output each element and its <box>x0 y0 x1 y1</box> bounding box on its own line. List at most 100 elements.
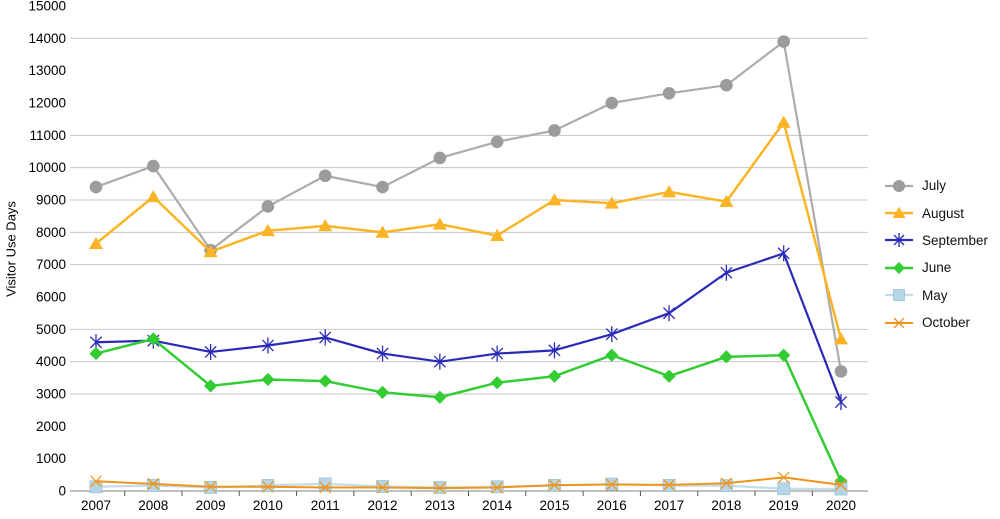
x-axis <box>70 490 868 496</box>
data-point <box>319 329 332 346</box>
x-marker-icon <box>885 317 913 329</box>
legend: July August September June May October <box>884 172 988 336</box>
legend-item-august: August <box>884 199 988 226</box>
data-point <box>375 385 390 399</box>
y-tick-label: 7000 <box>36 257 66 272</box>
x-tick-label-2012: 2012 <box>368 498 398 513</box>
data-point <box>490 228 505 241</box>
legend-item-may: May <box>884 282 988 309</box>
data-point <box>204 480 217 493</box>
y-tick-label: 6000 <box>36 290 66 305</box>
y-tick-label: 14000 <box>28 31 66 46</box>
data-point <box>490 376 504 390</box>
data-point <box>261 372 275 387</box>
x-tick-label-2019: 2019 <box>769 498 799 513</box>
data-point <box>376 481 389 494</box>
series-line-june <box>95 337 843 482</box>
data-point <box>719 479 733 493</box>
data-point <box>433 390 447 404</box>
data-point <box>433 482 446 495</box>
x-tick-label-2011: 2011 <box>311 498 340 513</box>
data-point <box>604 196 619 209</box>
data-point <box>720 264 733 281</box>
y-tick-label: 0 <box>58 484 66 499</box>
data-point <box>834 365 848 378</box>
legend-item-october: October <box>884 309 988 336</box>
y-tick-label: 3000 <box>36 387 66 402</box>
data-point <box>662 185 677 198</box>
y-tick-label: 15000 <box>28 0 66 14</box>
data-point <box>777 245 790 262</box>
diamond-marker-icon <box>885 261 913 274</box>
data-point <box>777 482 791 496</box>
square-marker-icon <box>885 289 913 302</box>
data-point <box>777 348 791 362</box>
legend-label: May <box>922 287 948 303</box>
x-tick-label-2018: 2018 <box>711 498 741 513</box>
x-tick-label-2015: 2015 <box>539 498 569 513</box>
y-tick-label: 11000 <box>29 128 66 143</box>
data-point <box>491 481 504 494</box>
data-point <box>835 478 847 491</box>
data-point <box>490 135 504 149</box>
legend-label: October <box>922 315 971 331</box>
x-tick-label-2016: 2016 <box>597 498 627 513</box>
data-point <box>375 225 390 238</box>
data-point <box>203 244 218 258</box>
x-axis-labels: 2007 2008 2009 2010 2011 2012 2013 2014 2015 2016… <box>81 498 856 513</box>
data-point <box>260 223 275 237</box>
x-tick-label-2007: 2007 <box>81 498 111 513</box>
y-axis-labels: 0 1000 2000 3000 4000 5000 6000 7000 8000 9000 100… <box>28 0 66 499</box>
data-point <box>89 236 103 250</box>
series-october <box>90 471 847 495</box>
data-point <box>147 477 160 490</box>
triangle-marker-icon <box>885 206 913 219</box>
series-june <box>89 332 848 488</box>
data-point <box>834 332 848 345</box>
y-tick-label: 12000 <box>28 96 66 111</box>
legend-label: July <box>922 178 947 194</box>
data-point <box>146 332 160 346</box>
data-point <box>261 200 275 213</box>
data-point <box>605 326 618 343</box>
data-point <box>261 480 274 493</box>
data-point <box>491 345 504 362</box>
data-point <box>90 475 102 488</box>
data-point <box>147 159 160 173</box>
data-point <box>89 480 103 494</box>
legend-label: August <box>922 205 965 221</box>
legend-item-september: September <box>884 227 988 254</box>
series-line-september <box>95 252 843 403</box>
data-point <box>719 350 733 364</box>
x-tick-label-2014: 2014 <box>482 498 513 513</box>
y-tick-label: 10000 <box>28 160 66 175</box>
data-point <box>719 194 734 208</box>
x-tick-label-2009: 2009 <box>196 498 226 513</box>
data-point <box>261 337 274 354</box>
data-point <box>834 394 848 411</box>
data-point <box>834 482 848 496</box>
data-point <box>318 219 333 232</box>
data-point <box>146 479 160 492</box>
data-point <box>146 189 161 203</box>
data-point <box>776 115 791 128</box>
legend-label: September <box>922 232 989 248</box>
legend-label: June <box>922 260 952 276</box>
asterisk-marker-icon <box>885 233 913 248</box>
data-point <box>204 343 217 360</box>
data-point <box>720 477 733 490</box>
data-point <box>432 217 447 230</box>
data-point <box>662 369 676 383</box>
y-tick-label: 4000 <box>36 354 66 369</box>
y-tick-label: 8000 <box>36 225 66 240</box>
data-point <box>318 169 332 183</box>
x-tick-label-2013: 2013 <box>425 498 455 513</box>
series-line-august <box>95 121 843 340</box>
data-point <box>89 180 103 194</box>
y-tick-label: 5000 <box>36 322 66 337</box>
data-point <box>777 35 790 48</box>
data-point <box>89 346 103 361</box>
data-point <box>605 478 618 491</box>
data-point <box>662 87 676 100</box>
